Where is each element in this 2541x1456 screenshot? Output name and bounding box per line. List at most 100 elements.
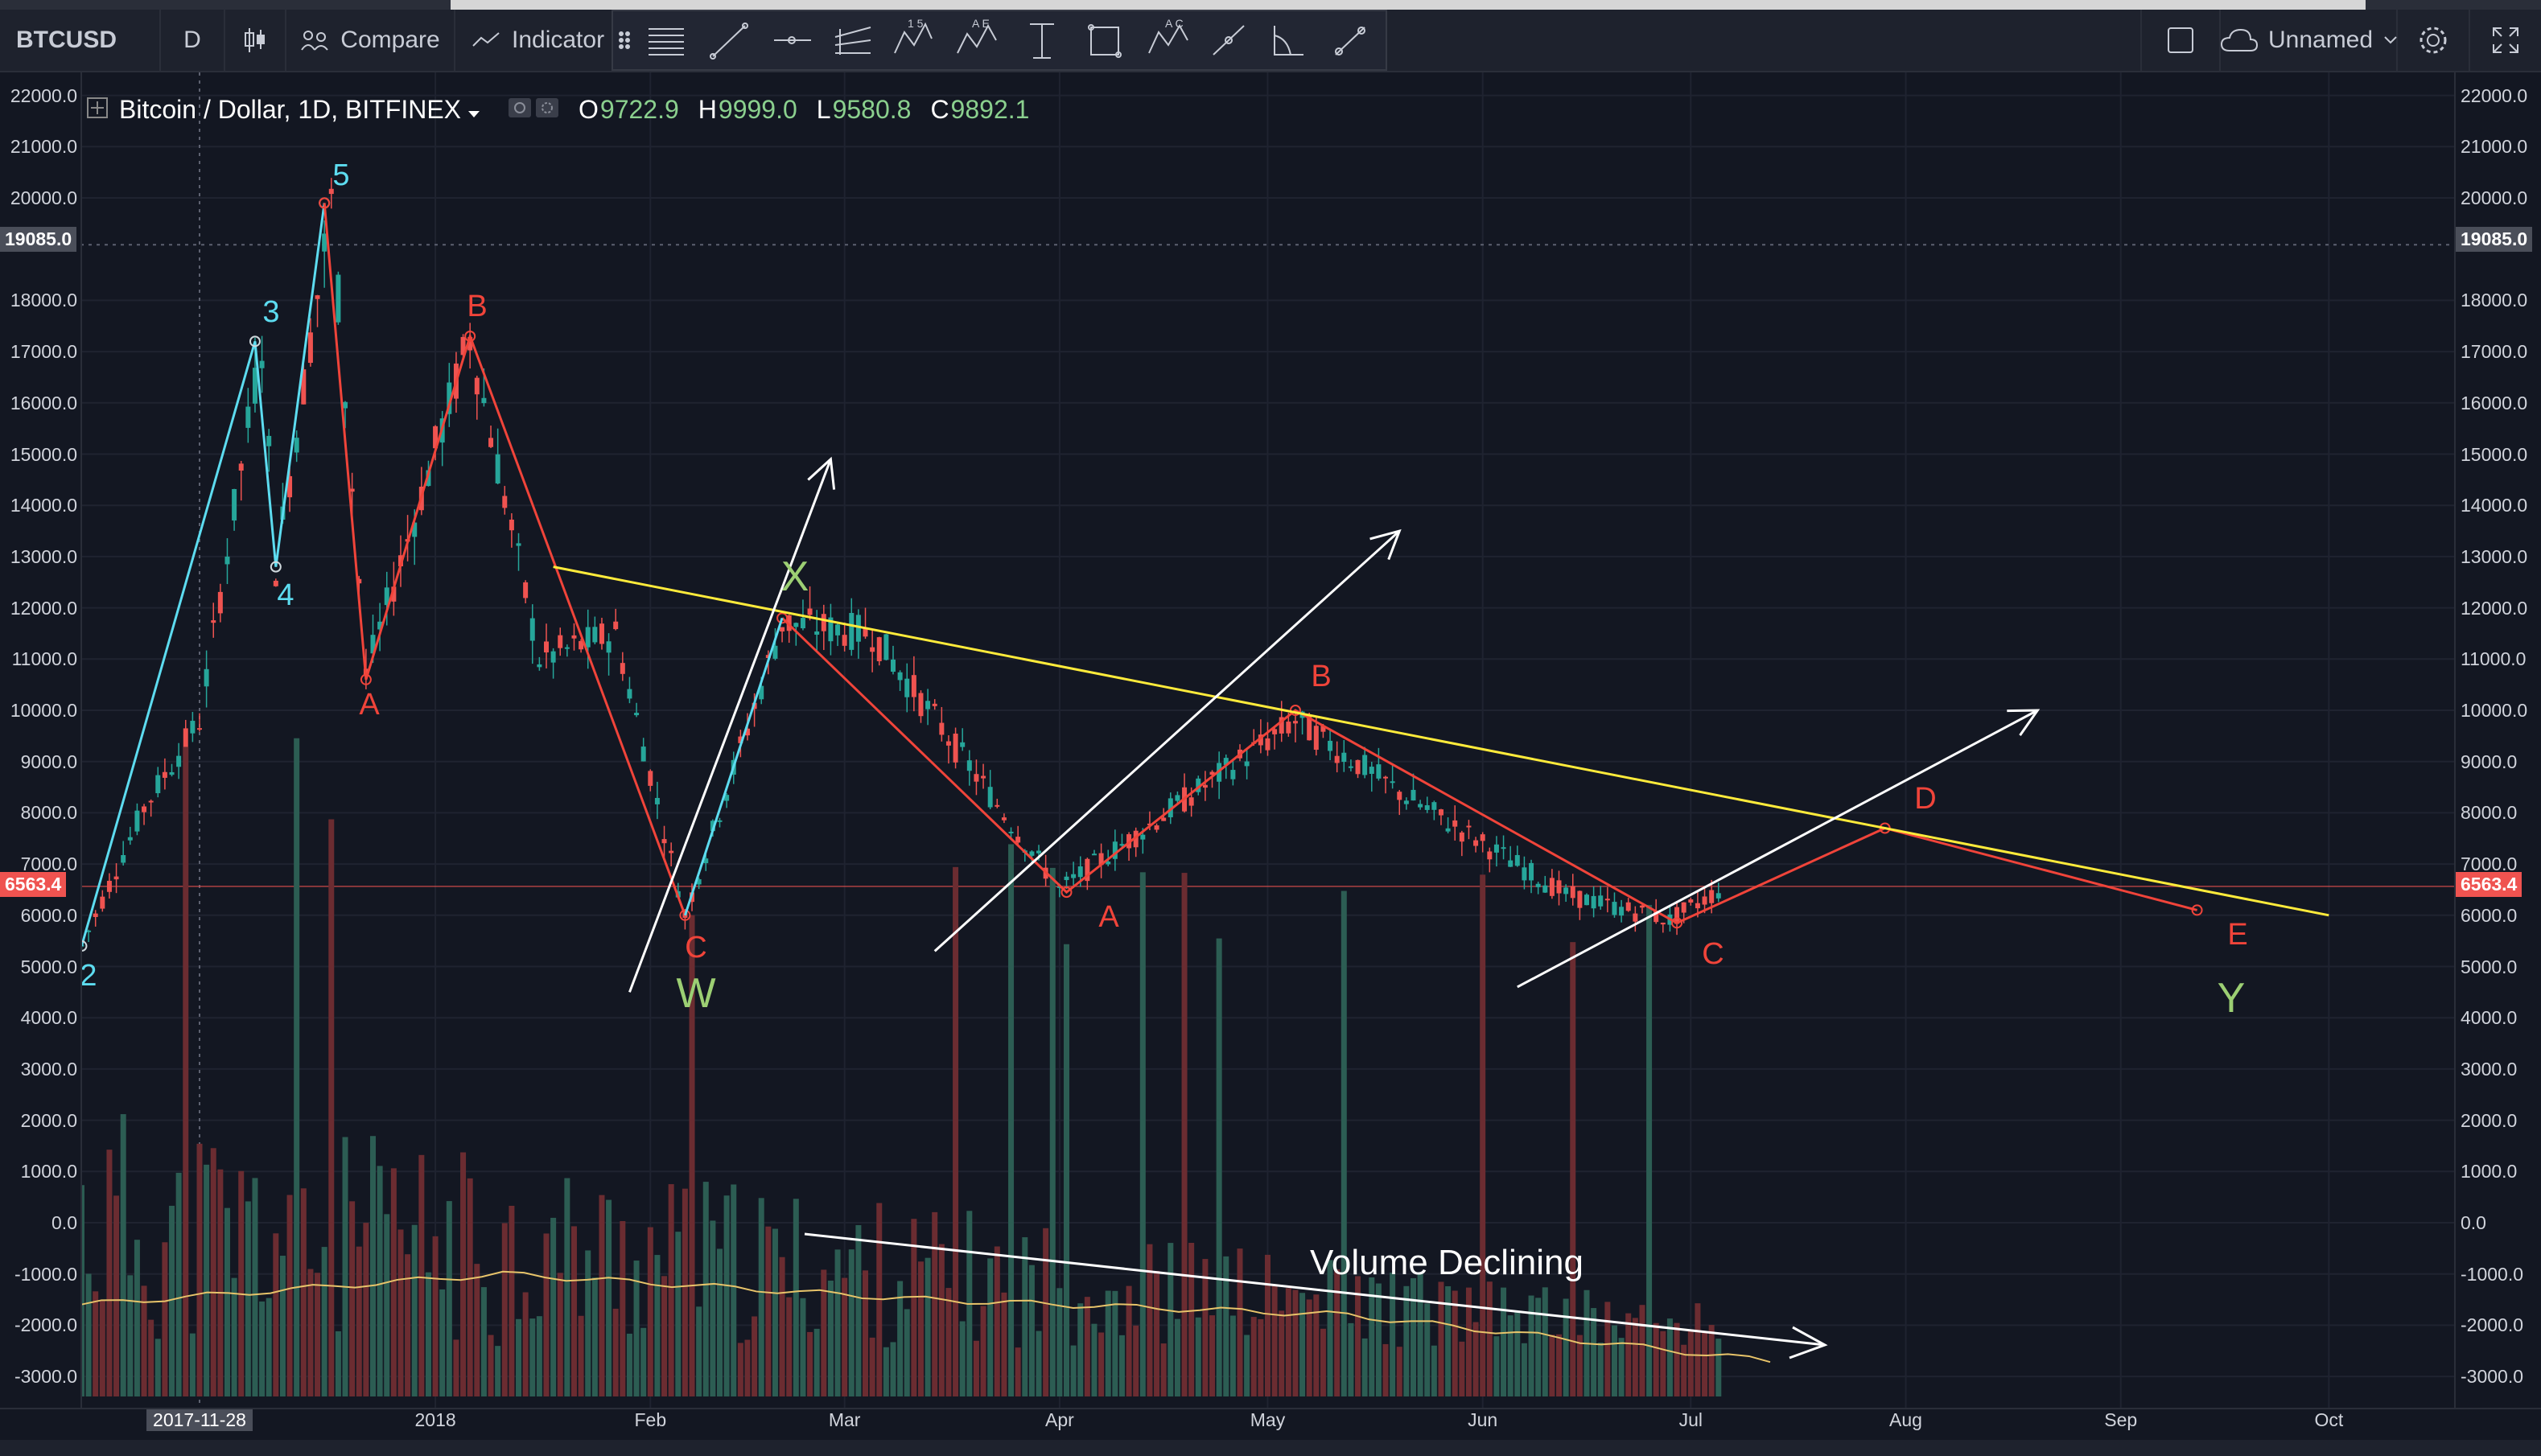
interval-button[interactable]: D xyxy=(161,10,225,71)
left-price-axis[interactable]: 22000.0 21000.0 20000.0 18000.0 17000.0 16000… xyxy=(0,72,82,1408)
text-tool-icon[interactable] xyxy=(1030,23,1054,59)
volume-bar xyxy=(606,1199,612,1396)
fullscreen-toggle-button[interactable] xyxy=(2140,10,2221,71)
candle-body xyxy=(232,488,237,521)
brush-tool-icon[interactable] xyxy=(1335,27,1365,56)
trend-line-icon[interactable] xyxy=(710,23,748,60)
candle-body xyxy=(1001,817,1007,821)
volume-bar xyxy=(855,1225,862,1396)
price-tick-label: 14000.0 xyxy=(10,495,77,516)
volume-bar xyxy=(758,1198,764,1396)
candle-body xyxy=(1119,844,1125,846)
drag-handle-icon[interactable] xyxy=(619,31,630,49)
legend-expand-icon[interactable] xyxy=(87,95,108,125)
legend-title[interactable]: Bitcoin / Dollar, 1D, BITFINEX xyxy=(119,94,462,124)
last-price-tag-left: 6563.4 xyxy=(0,872,67,897)
candle-body xyxy=(1140,834,1146,840)
volume-bar xyxy=(321,1247,327,1396)
volume-bar xyxy=(1390,1273,1396,1396)
settings-small-icon[interactable] xyxy=(535,95,559,125)
volume-bar xyxy=(113,1195,120,1396)
measure-tool-icon[interactable] xyxy=(1213,25,1245,56)
rectangle-tool-icon[interactable] xyxy=(1088,24,1122,58)
candle-body xyxy=(1202,784,1208,788)
svg-text:1 5: 1 5 xyxy=(908,17,924,30)
candle-body xyxy=(1147,823,1152,825)
volume-bar xyxy=(702,1182,709,1396)
volume-bar xyxy=(821,1269,827,1396)
compare-button[interactable]: Compare xyxy=(286,10,455,71)
price-tick-label: 3000.0 xyxy=(2461,1058,2518,1080)
wave-label-5: 5 xyxy=(332,158,349,192)
angle-tool-icon[interactable] xyxy=(1274,26,1303,56)
horizontal-ray-icon[interactable] xyxy=(774,36,811,44)
symbol-search-button[interactable]: BTCUSD xyxy=(0,10,161,71)
volume-bar xyxy=(1556,1334,1563,1396)
volume-bar xyxy=(869,1337,875,1396)
volume-bar xyxy=(183,747,189,1396)
open-label: O xyxy=(579,94,599,124)
chart-style-button[interactable] xyxy=(225,10,286,71)
price-tick-label: 11000.0 xyxy=(11,648,77,670)
volume-bar xyxy=(1438,1281,1444,1396)
layout-save-button[interactable]: Unnamed xyxy=(2220,10,2398,71)
pattern-abcde-icon[interactable]: A E xyxy=(957,17,997,54)
price-tick-label: 4000.0 xyxy=(2461,1007,2518,1029)
volume-bar xyxy=(793,1199,799,1396)
window-top-strip-light xyxy=(451,0,2366,10)
crosshair-price-tag-left: 19085.0 xyxy=(0,227,77,252)
time-tick-label: Jul xyxy=(1678,1409,1703,1430)
expand-button[interactable] xyxy=(2470,10,2541,71)
settings-button[interactable] xyxy=(2398,10,2470,71)
pattern-abc-icon[interactable]: A C xyxy=(1148,17,1188,54)
volume-bar xyxy=(570,1226,577,1396)
candle-body xyxy=(495,454,500,483)
candle-body xyxy=(307,332,313,364)
volume-bar xyxy=(307,1269,314,1396)
volume-bar xyxy=(106,1150,113,1396)
drawing-tools-icons: 1 5 A E A C xyxy=(619,17,1365,60)
candle-body xyxy=(911,675,916,697)
right-price-axis[interactable]: 22000.0 21000.0 20000.0 18000.0 17000.0 16000… xyxy=(2454,72,2536,1408)
time-axis[interactable] xyxy=(0,1408,2541,1442)
wave-label-c: C xyxy=(685,931,706,964)
candle-body xyxy=(148,800,154,803)
legend-dropdown-icon[interactable] xyxy=(467,95,480,125)
candlestick-icon xyxy=(242,27,268,54)
cloud-icon xyxy=(2220,28,2259,52)
wave-point xyxy=(270,561,282,573)
volume-bar xyxy=(1715,1339,1722,1396)
high-value: 9999.0 xyxy=(718,94,797,124)
volume-bar xyxy=(1411,1277,1416,1396)
volume-bar xyxy=(1056,1288,1063,1396)
layout-name: Unnamed xyxy=(2267,27,2374,53)
candle-body xyxy=(1320,726,1326,732)
volume-bar xyxy=(1341,890,1347,1396)
volume-bar xyxy=(210,1148,216,1396)
pattern-xabcd-icon[interactable]: 1 5 xyxy=(894,17,933,54)
volume-bar xyxy=(682,1188,688,1396)
volume-bar xyxy=(1396,1347,1402,1396)
volume-bar xyxy=(765,1226,772,1396)
pitchfork-icon[interactable] xyxy=(834,27,871,55)
candle-body xyxy=(1625,902,1631,911)
price-tick-label: 2000.0 xyxy=(20,1109,77,1131)
trend-line xyxy=(553,566,2329,917)
volume-bar xyxy=(99,1299,105,1396)
candle-body xyxy=(488,438,494,447)
horizontal-lines-icon[interactable] xyxy=(649,28,684,56)
candle-body xyxy=(86,930,92,932)
indicators-button[interactable]: Indicator xyxy=(455,10,616,71)
volume-bar xyxy=(231,1277,237,1396)
volume-bar xyxy=(1708,1325,1715,1396)
candle-body xyxy=(669,850,674,853)
volume-bar xyxy=(1244,1335,1250,1396)
candle-body xyxy=(1348,766,1353,768)
volume-bar xyxy=(731,1184,737,1396)
visibility-icon[interactable] xyxy=(508,95,532,125)
candle-body xyxy=(1071,874,1077,878)
volume-bar xyxy=(1320,1328,1326,1396)
wave-label-w: W xyxy=(676,970,715,1017)
volume-bar xyxy=(1202,1259,1209,1396)
